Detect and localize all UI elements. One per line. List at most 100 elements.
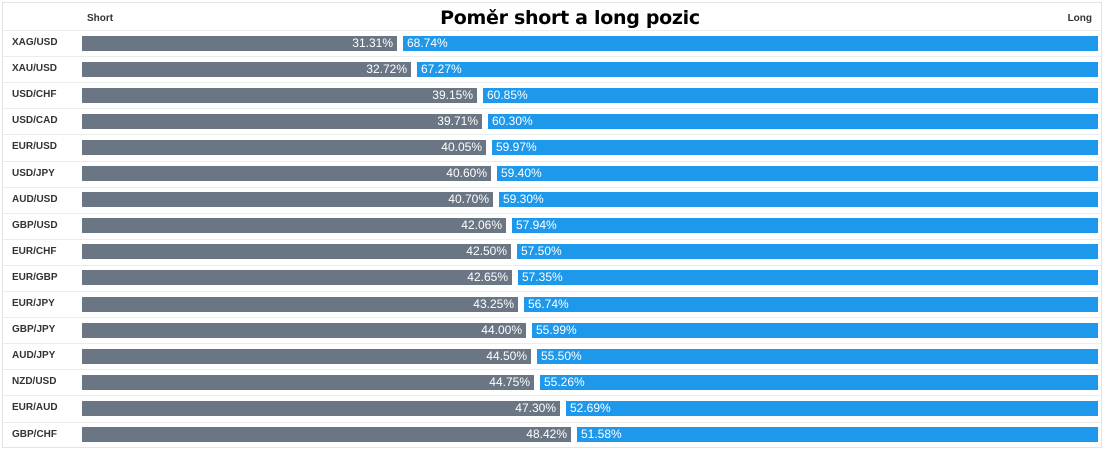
short-bar: 44.50%: [82, 349, 531, 364]
long-bar: 67.27%: [417, 62, 1098, 77]
short-value-label: 47.30%: [515, 401, 556, 415]
short-value-label: 44.50%: [486, 349, 527, 363]
short-value-label: 43.25%: [473, 297, 514, 311]
row-separator: [3, 108, 1101, 109]
category-label: AUD/USD: [12, 194, 58, 205]
short-value-label: 39.15%: [432, 88, 473, 102]
long-bar: 51.58%: [577, 427, 1098, 442]
short-value-label: 40.60%: [446, 166, 487, 180]
short-value-label: 39.71%: [437, 114, 478, 128]
row-separator: [3, 343, 1101, 344]
long-bar: 59.97%: [492, 140, 1098, 155]
long-bar: 55.50%: [537, 349, 1098, 364]
chart-title: Poměr short a long pozic: [440, 7, 700, 29]
row-separator: [3, 213, 1101, 214]
short-value-label: 40.70%: [448, 192, 489, 206]
row-separator: [3, 161, 1101, 162]
short-value-label: 44.00%: [481, 323, 522, 337]
category-label: GBP/JPY: [12, 324, 56, 335]
long-value-label: 59.30%: [503, 192, 544, 206]
category-label: NZD/USD: [12, 376, 57, 387]
category-label: XAU/USD: [12, 63, 58, 74]
short-bar: 44.00%: [82, 323, 526, 338]
category-label: USD/CHF: [12, 89, 57, 100]
category-label: GBP/CHF: [12, 429, 57, 440]
long-value-label: 55.50%: [541, 349, 582, 363]
category-label: EUR/CHF: [12, 246, 57, 257]
category-label: EUR/USD: [12, 141, 58, 152]
short-bar: 39.15%: [82, 88, 477, 103]
long-bar: 59.40%: [497, 166, 1098, 181]
short-bar: 42.06%: [82, 218, 506, 233]
short-value-label: 32.72%: [366, 62, 407, 76]
short-bar: 44.75%: [82, 375, 534, 390]
category-label: USD/JPY: [12, 168, 55, 179]
short-bar: 40.70%: [82, 192, 493, 207]
short-bar: 48.42%: [82, 427, 571, 442]
row-separator: [3, 369, 1101, 370]
row-separator: [3, 291, 1101, 292]
long-value-label: 60.85%: [487, 88, 528, 102]
short-value-label: 42.50%: [466, 244, 507, 258]
long-bar: 57.35%: [518, 270, 1098, 285]
long-value-label: 52.69%: [570, 401, 611, 415]
short-value-label: 40.05%: [441, 140, 482, 154]
long-value-label: 57.94%: [516, 218, 557, 232]
long-value-label: 56.74%: [528, 297, 569, 311]
row-separator: [3, 422, 1101, 423]
category-label: EUR/AUD: [12, 402, 58, 413]
long-value-label: 59.97%: [496, 140, 537, 154]
category-label: XAG/USD: [12, 37, 58, 48]
short-bar: 42.50%: [82, 244, 511, 259]
short-value-label: 42.06%: [461, 218, 502, 232]
long-value-label: 55.99%: [536, 323, 577, 337]
row-separator: [3, 82, 1101, 83]
long-value-label: 57.35%: [522, 270, 563, 284]
long-value-label: 68.74%: [407, 36, 448, 50]
long-bar: 55.99%: [532, 323, 1098, 338]
category-label: AUD/JPY: [12, 350, 56, 361]
row-separator: [3, 239, 1101, 240]
short-bar: 40.05%: [82, 140, 486, 155]
long-bar: 57.50%: [517, 244, 1098, 259]
long-bar: 59.30%: [499, 192, 1098, 207]
long-value-label: 57.50%: [521, 244, 562, 258]
long-bar: 57.94%: [512, 218, 1098, 233]
row-separator: [3, 30, 1101, 31]
row-separator: [3, 56, 1101, 57]
long-value-label: 67.27%: [421, 62, 462, 76]
long-bar: 60.85%: [483, 88, 1098, 103]
row-separator: [3, 134, 1101, 135]
row-separator: [3, 265, 1101, 266]
row-separator: [3, 317, 1101, 318]
short-bar: 40.60%: [82, 166, 491, 181]
long-bar: 68.74%: [403, 36, 1098, 51]
short-value-label: 44.75%: [489, 375, 530, 389]
short-value-label: 42.65%: [467, 270, 508, 284]
short-bar: 39.71%: [82, 114, 482, 129]
long-bar: 52.69%: [566, 401, 1098, 416]
category-label: GBP/USD: [12, 220, 58, 231]
short-bar: 31.31%: [82, 36, 397, 51]
short-value-label: 48.42%: [526, 427, 567, 441]
category-label: USD/CAD: [12, 115, 58, 126]
category-label: EUR/JPY: [12, 298, 55, 309]
long-bar: 55.26%: [540, 375, 1098, 390]
long-value-label: 55.26%: [544, 375, 585, 389]
short-bar: 43.25%: [82, 297, 518, 312]
short-bar: 32.72%: [82, 62, 411, 77]
category-label: EUR/GBP: [12, 272, 58, 283]
short-bar: 42.65%: [82, 270, 512, 285]
long-column-header: Long: [1067, 13, 1092, 24]
long-bar: 60.30%: [488, 114, 1098, 129]
long-value-label: 51.58%: [581, 427, 622, 441]
long-bar: 56.74%: [524, 297, 1098, 312]
row-separator: [3, 187, 1101, 188]
long-value-label: 60.30%: [492, 114, 533, 128]
short-column-header: Short: [87, 13, 114, 24]
row-separator: [3, 395, 1101, 396]
short-bar: 47.30%: [82, 401, 560, 416]
long-value-label: 59.40%: [501, 166, 542, 180]
